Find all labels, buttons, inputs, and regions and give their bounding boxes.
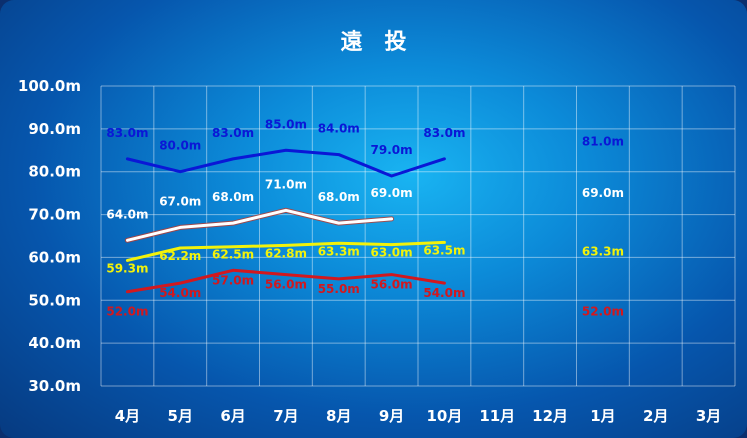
data-label: 83.0m	[106, 126, 148, 140]
data-label: 62.8m	[265, 246, 307, 260]
series-line	[125, 268, 446, 294]
x-tick-label: 3月	[696, 407, 721, 425]
series-line	[125, 148, 446, 178]
data-label: 64.0m	[106, 207, 148, 221]
data-label: 63.5m	[423, 243, 465, 257]
y-tick-label: 40.0m	[28, 334, 81, 352]
y-tick-label: 70.0m	[28, 206, 81, 224]
data-label: 84.0m	[318, 122, 360, 136]
chart-title: 遠 投	[340, 30, 407, 55]
data-label: 56.0m	[265, 278, 307, 292]
x-tick-label: 5月	[168, 407, 193, 425]
data-label: 63.3m	[318, 244, 360, 258]
data-label: 69.0m	[582, 186, 624, 200]
y-tick-label: 30.0m	[28, 377, 81, 395]
x-tick-label: 6月	[220, 407, 245, 425]
data-label: 79.0m	[371, 143, 413, 157]
y-tick-label: 90.0m	[28, 120, 81, 138]
y-tick-label: 60.0m	[28, 248, 81, 266]
x-tick-label: 12月	[532, 407, 568, 425]
data-label: 68.0m	[212, 190, 254, 204]
data-label: 69.0m	[371, 186, 413, 200]
data-label: 85.0m	[265, 117, 307, 131]
series-line	[125, 208, 394, 242]
x-tick-label: 4月	[115, 407, 140, 425]
data-label: 52.0m	[582, 305, 624, 319]
data-label: 81.0m	[582, 134, 624, 148]
x-tick-label: 1月	[590, 407, 615, 425]
x-tick-label: 8月	[326, 407, 351, 425]
data-label: 63.3m	[582, 244, 624, 258]
data-label: 62.5m	[212, 248, 254, 262]
data-label: 52.0m	[106, 305, 148, 319]
x-tick-label: 2月	[643, 407, 668, 425]
y-tick-label: 100.0m	[18, 77, 81, 95]
x-tick-label: 9月	[379, 407, 404, 425]
data-label: 54.0m	[423, 286, 465, 300]
y-tick-label: 50.0m	[28, 291, 81, 309]
series-line	[125, 240, 446, 262]
data-label: 68.0m	[318, 190, 360, 204]
data-label: 80.0m	[159, 139, 201, 153]
data-label: 67.0m	[159, 194, 201, 208]
data-label: 83.0m	[212, 126, 254, 140]
data-label: 63.0m	[371, 246, 413, 260]
data-label: 57.0m	[212, 273, 254, 287]
data-label: 55.0m	[318, 282, 360, 296]
data-label: 71.0m	[265, 177, 307, 191]
data-label: 62.2m	[159, 249, 201, 263]
data-label: 56.0m	[371, 278, 413, 292]
data-label: 54.0m	[159, 286, 201, 300]
data-label: 59.3m	[106, 261, 148, 275]
x-tick-label: 7月	[273, 407, 298, 425]
y-tick-label: 80.0m	[28, 163, 81, 181]
x-tick-label: 10月	[426, 407, 462, 425]
x-tick-label: 11月	[479, 407, 515, 425]
data-label: 83.0m	[423, 126, 465, 140]
